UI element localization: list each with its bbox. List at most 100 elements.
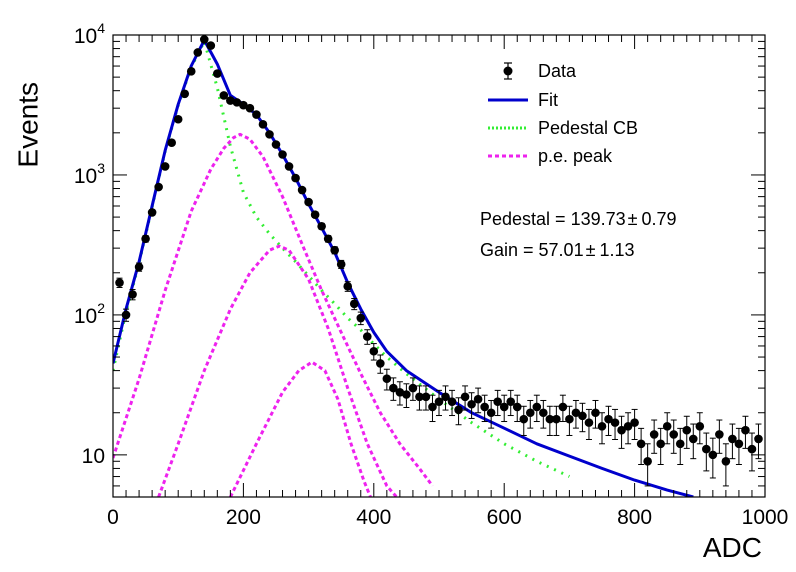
- data-marker: [656, 439, 665, 449]
- gain-value: Gain = 57.01: [480, 240, 584, 260]
- data-marker: [317, 221, 326, 231]
- data-marker: [356, 313, 366, 323]
- y-tick-label: 104: [74, 20, 105, 48]
- pedestal-error: 0.79: [642, 209, 677, 229]
- legend-label-pedestal-cb: Pedestal CB: [538, 118, 638, 138]
- data-point: [669, 419, 679, 454]
- data-point: [519, 405, 529, 436]
- x-tick-label: 400: [356, 506, 391, 529]
- data-marker: [519, 414, 529, 424]
- gain-plusminus: ±: [586, 240, 596, 260]
- data-point: [597, 412, 607, 445]
- data-marker: [447, 397, 457, 406]
- data-point: [454, 397, 463, 426]
- data-marker: [186, 67, 196, 76]
- data-marker: [636, 439, 646, 449]
- legend-data-marker: [503, 66, 513, 76]
- data-point: [649, 419, 659, 454]
- data-point: [147, 208, 157, 217]
- data-point: [141, 234, 150, 244]
- pedestal-value: Pedestal = 139.73: [480, 209, 626, 229]
- data-point: [473, 387, 483, 414]
- data-marker: [467, 399, 476, 409]
- data-point: [330, 245, 339, 255]
- data-point: [128, 289, 137, 301]
- data-point: [545, 405, 555, 436]
- data-marker: [630, 418, 639, 427]
- data-point: [552, 405, 561, 436]
- data-point: [317, 221, 326, 231]
- data-point: [467, 392, 476, 419]
- data-point: [376, 354, 385, 374]
- data-marker: [688, 434, 698, 444]
- data-point: [610, 408, 620, 441]
- data-marker: [434, 397, 444, 406]
- data-point: [512, 394, 522, 423]
- data-marker: [545, 414, 555, 424]
- data-marker: [284, 162, 294, 171]
- data-point: [167, 138, 176, 148]
- data-point: [630, 408, 639, 441]
- data-point: [643, 443, 652, 487]
- y-tick-label: 102: [74, 300, 105, 328]
- data-point: [349, 298, 359, 311]
- data-point: [441, 385, 450, 411]
- data-marker: [147, 208, 157, 217]
- data-marker: [473, 394, 483, 404]
- data-marker: [610, 418, 620, 427]
- data-marker: [389, 383, 398, 393]
- data-point: [115, 277, 124, 289]
- data-marker: [682, 425, 692, 435]
- data-point: [675, 427, 685, 465]
- data-point: [623, 412, 633, 445]
- data-point: [356, 311, 366, 326]
- data-point: [323, 234, 333, 244]
- data-marker: [506, 397, 516, 406]
- data-marker: [604, 414, 613, 424]
- data-marker: [415, 392, 424, 402]
- x-tick-label: 0: [107, 506, 119, 529]
- data-marker: [310, 210, 320, 220]
- y-tick-label: 103: [74, 160, 105, 188]
- data-marker: [226, 96, 235, 105]
- data-marker: [460, 392, 470, 402]
- data-marker: [454, 405, 463, 415]
- data-point: [343, 281, 353, 292]
- pedestal-result: Pedestal = 139.73 ±0.79: [480, 209, 677, 229]
- data-point: [480, 394, 489, 423]
- data-marker: [239, 100, 248, 110]
- x-tick-label: 800: [617, 506, 652, 529]
- legend-entry-pe-peak: p.e. peak: [488, 146, 613, 166]
- data-point: [428, 394, 437, 423]
- data-marker: [421, 392, 431, 402]
- data-marker: [141, 234, 150, 244]
- data-point: [258, 120, 268, 129]
- curve-p-e-peak: [157, 244, 398, 497]
- data-point: [493, 389, 502, 417]
- data-point: [434, 389, 444, 417]
- data-point: [278, 150, 287, 159]
- data-marker: [695, 422, 705, 431]
- data-point: [304, 197, 313, 207]
- data-point: [193, 48, 203, 57]
- data-point: [506, 389, 516, 417]
- data-marker: [558, 402, 568, 412]
- data-marker: [349, 299, 359, 309]
- data-point: [747, 432, 757, 472]
- data-point: [186, 67, 196, 76]
- x-tick-label: 200: [226, 506, 261, 529]
- legend: Data Fit Pedestal CB p.e. peak: [488, 61, 638, 166]
- data-marker: [213, 69, 222, 78]
- data-marker: [154, 182, 163, 192]
- data-point: [252, 110, 261, 119]
- data-point: [213, 69, 222, 78]
- data-point: [715, 419, 724, 454]
- data-point: [721, 443, 731, 487]
- data-marker: [728, 434, 737, 444]
- data-point: [291, 173, 300, 183]
- data-point: [226, 96, 235, 105]
- data-marker: [336, 259, 346, 269]
- data-marker: [297, 185, 307, 195]
- data-point: [702, 432, 711, 472]
